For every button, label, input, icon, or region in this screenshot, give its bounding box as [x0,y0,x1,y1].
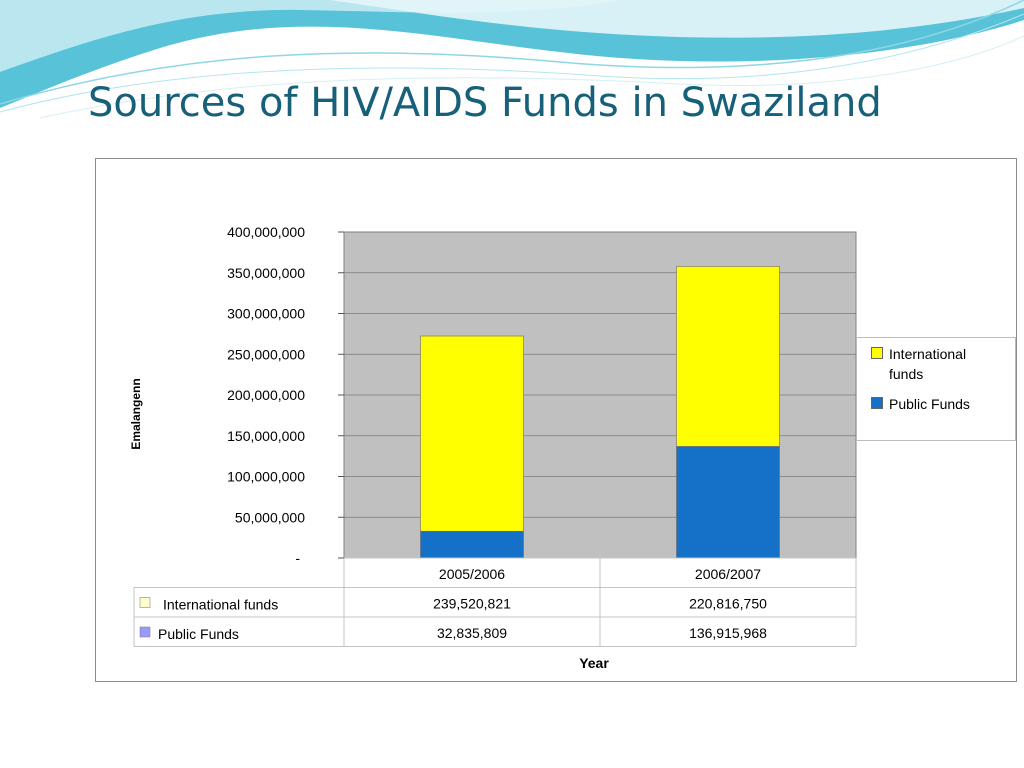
bar-public-1 [676,446,780,559]
table-cell: 32,835,809 [437,625,507,641]
y-tick-label: 100,000,000 [227,469,305,485]
y-axis-ticks: - 50,000,000 100,000,000 150,000,000 200,000… [227,224,344,566]
y-axis-label: Emalangenn [129,378,143,449]
legend-swatch-public [871,397,883,409]
x-category-label: 2006/2007 [695,566,761,582]
legend-item-international: International funds [871,344,989,384]
legend-swatch-international [871,347,883,359]
table-row-label: Public Funds [158,626,239,642]
y-tick-label: 300,000,000 [227,306,305,322]
table-cell: 220,816,750 [689,596,767,612]
table-row-swatch [139,626,151,638]
bars [420,266,780,559]
table-row-swatch [139,597,151,608]
data-table: 2005/2006 2006/2007 International funds 239… [133,557,857,647]
y-tick-label: 350,000,000 [227,265,305,281]
bar-public-0 [420,530,524,559]
legend-label-international: International funds [889,346,967,382]
table-cell: 136,915,968 [689,625,767,641]
y-tick-label: 50,000,000 [235,509,305,525]
bar-international-0 [420,335,524,532]
chart-legend: International funds Public Funds [856,337,1016,441]
x-category-label: 2005/2006 [439,566,505,582]
y-tick-label: 400,000,000 [227,224,305,240]
table-row-label: International funds [163,597,278,613]
legend-item-public: Public Funds [871,394,989,414]
y-tick-label: 200,000,000 [227,387,305,403]
y-tick-label: 150,000,000 [227,428,305,444]
x-axis-label: Year [579,655,609,671]
y-tick-label: - [295,550,300,566]
legend-label-public: Public Funds [889,396,970,412]
y-tick-label: 250,000,000 [227,346,305,362]
table-cell: 239,520,821 [433,596,511,612]
slide-title: Sources of HIV/AIDS Funds in Swaziland [88,80,882,126]
bar-international-1 [676,266,780,447]
decorative-wave-banner [0,0,1024,119]
